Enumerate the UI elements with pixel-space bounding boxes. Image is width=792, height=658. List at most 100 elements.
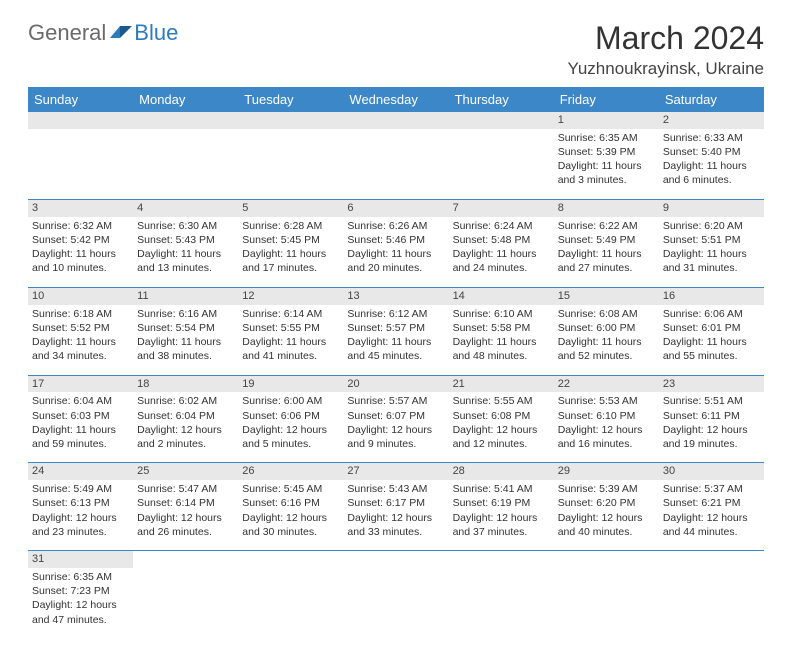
detail-line: Daylight: 12 hours [347, 511, 444, 525]
day-number: 30 [659, 463, 764, 480]
detail-line: and 41 minutes. [242, 349, 339, 363]
calendar-cell: 29Sunrise: 5:39 AMSunset: 6:20 PMDayligh… [554, 463, 659, 551]
detail-line: Sunset: 6:13 PM [32, 496, 129, 510]
day-number: 2 [659, 112, 764, 129]
day-number: 5 [238, 200, 343, 217]
detail-line: and 52 minutes. [558, 349, 655, 363]
day-number: 24 [28, 463, 133, 480]
detail-line: Sunset: 5:54 PM [137, 321, 234, 335]
day-number-empty [28, 112, 133, 129]
cell-inner: Sunrise: 6:35 AMSunset: 5:39 PMDaylight:… [554, 129, 659, 199]
calendar-cell: 26Sunrise: 5:45 AMSunset: 6:16 PMDayligh… [238, 463, 343, 551]
detail-line: and 59 minutes. [32, 437, 129, 451]
detail-line: and 16 minutes. [558, 437, 655, 451]
detail-line: Sunrise: 6:04 AM [32, 394, 129, 408]
detail-line: Sunrise: 5:49 AM [32, 482, 129, 496]
detail-line: Sunrise: 6:26 AM [347, 219, 444, 233]
detail-line: Daylight: 11 hours [663, 335, 760, 349]
detail-line: Sunrise: 5:41 AM [453, 482, 550, 496]
calendar-cell: 18Sunrise: 6:02 AMSunset: 6:04 PMDayligh… [133, 375, 238, 463]
weekday-header: Thursday [449, 87, 554, 112]
day-number: 18 [133, 376, 238, 393]
cell-inner: Sunrise: 5:41 AMSunset: 6:19 PMDaylight:… [449, 480, 554, 550]
detail-line: Daylight: 11 hours [137, 247, 234, 261]
calendar-cell: 2Sunrise: 6:33 AMSunset: 5:40 PMDaylight… [659, 112, 764, 199]
calendar-cell: 11Sunrise: 6:16 AMSunset: 5:54 PMDayligh… [133, 287, 238, 375]
day-number: 1 [554, 112, 659, 129]
weekday-header: Saturday [659, 87, 764, 112]
detail-line: and 13 minutes. [137, 261, 234, 275]
detail-line: Sunset: 5:49 PM [558, 233, 655, 247]
detail-line: Daylight: 11 hours [347, 335, 444, 349]
detail-line: Daylight: 11 hours [347, 247, 444, 261]
day-number: 6 [343, 200, 448, 217]
cell-inner: Sunrise: 6:18 AMSunset: 5:52 PMDaylight:… [28, 305, 133, 375]
detail-line: Daylight: 12 hours [453, 423, 550, 437]
calendar-cell: 14Sunrise: 6:10 AMSunset: 5:58 PMDayligh… [449, 287, 554, 375]
calendar-cell: 22Sunrise: 5:53 AMSunset: 6:10 PMDayligh… [554, 375, 659, 463]
calendar-cell: 20Sunrise: 5:57 AMSunset: 6:07 PMDayligh… [343, 375, 448, 463]
detail-line: Sunset: 5:46 PM [347, 233, 444, 247]
detail-line: Sunrise: 6:14 AM [242, 307, 339, 321]
detail-line: Daylight: 11 hours [453, 335, 550, 349]
cell-inner: Sunrise: 5:57 AMSunset: 6:07 PMDaylight:… [343, 392, 448, 462]
detail-line: Sunset: 6:21 PM [663, 496, 760, 510]
logo-flag-icon [110, 20, 132, 46]
detail-line: Sunset: 5:48 PM [453, 233, 550, 247]
detail-line: Daylight: 11 hours [137, 335, 234, 349]
cell-inner: Sunrise: 6:32 AMSunset: 5:42 PMDaylight:… [28, 217, 133, 287]
location: Yuzhnoukrayinsk, Ukraine [567, 59, 764, 79]
cell-inner: Sunrise: 5:47 AMSunset: 6:14 PMDaylight:… [133, 480, 238, 550]
detail-line: and 48 minutes. [453, 349, 550, 363]
detail-line: Daylight: 12 hours [137, 511, 234, 525]
calendar-cell: 19Sunrise: 6:00 AMSunset: 6:06 PMDayligh… [238, 375, 343, 463]
calendar-body: 1Sunrise: 6:35 AMSunset: 5:39 PMDaylight… [28, 112, 764, 638]
detail-line: Daylight: 12 hours [663, 511, 760, 525]
title-block: March 2024 Yuzhnoukrayinsk, Ukraine [567, 20, 764, 79]
detail-line: Sunset: 6:01 PM [663, 321, 760, 335]
detail-line: and 40 minutes. [558, 525, 655, 539]
detail-line: Sunset: 6:14 PM [137, 496, 234, 510]
detail-line: and 19 minutes. [663, 437, 760, 451]
detail-line: Daylight: 12 hours [242, 511, 339, 525]
detail-line: Daylight: 11 hours [558, 247, 655, 261]
cell-inner: Sunrise: 5:55 AMSunset: 6:08 PMDaylight:… [449, 392, 554, 462]
detail-line: and 44 minutes. [663, 525, 760, 539]
calendar-cell [659, 551, 764, 638]
detail-line: Sunset: 7:23 PM [32, 584, 129, 598]
header: General Blue March 2024 Yuzhnoukrayinsk,… [28, 20, 764, 79]
detail-line: and 6 minutes. [663, 173, 760, 187]
detail-line: Sunrise: 6:16 AM [137, 307, 234, 321]
detail-line: Sunrise: 5:45 AM [242, 482, 339, 496]
cell-inner: Sunrise: 6:12 AMSunset: 5:57 PMDaylight:… [343, 305, 448, 375]
day-number: 14 [449, 288, 554, 305]
cell-inner: Sunrise: 6:02 AMSunset: 6:04 PMDaylight:… [133, 392, 238, 462]
calendar-cell [554, 551, 659, 638]
day-number-empty [659, 551, 764, 568]
calendar-cell [343, 551, 448, 638]
day-number: 13 [343, 288, 448, 305]
detail-line: and 47 minutes. [32, 613, 129, 627]
detail-line: and 17 minutes. [242, 261, 339, 275]
detail-line: Sunset: 5:52 PM [32, 321, 129, 335]
logo: General Blue [28, 20, 178, 46]
weekday-header: Monday [133, 87, 238, 112]
cell-inner: Sunrise: 5:37 AMSunset: 6:21 PMDaylight:… [659, 480, 764, 550]
detail-line: Sunset: 5:40 PM [663, 145, 760, 159]
day-number-empty [554, 551, 659, 568]
calendar-row: 17Sunrise: 6:04 AMSunset: 6:03 PMDayligh… [28, 375, 764, 463]
month-title: March 2024 [567, 20, 764, 57]
calendar-cell: 30Sunrise: 5:37 AMSunset: 6:21 PMDayligh… [659, 463, 764, 551]
detail-line: Daylight: 11 hours [558, 159, 655, 173]
day-number: 29 [554, 463, 659, 480]
day-number-empty [133, 112, 238, 129]
day-number-empty [133, 551, 238, 568]
detail-line: Sunset: 6:19 PM [453, 496, 550, 510]
detail-line: Sunset: 6:06 PM [242, 409, 339, 423]
detail-line: Sunrise: 6:28 AM [242, 219, 339, 233]
cell-inner [659, 568, 764, 638]
detail-line: Daylight: 11 hours [32, 423, 129, 437]
detail-line: and 38 minutes. [137, 349, 234, 363]
day-number: 22 [554, 376, 659, 393]
calendar-cell: 1Sunrise: 6:35 AMSunset: 5:39 PMDaylight… [554, 112, 659, 199]
